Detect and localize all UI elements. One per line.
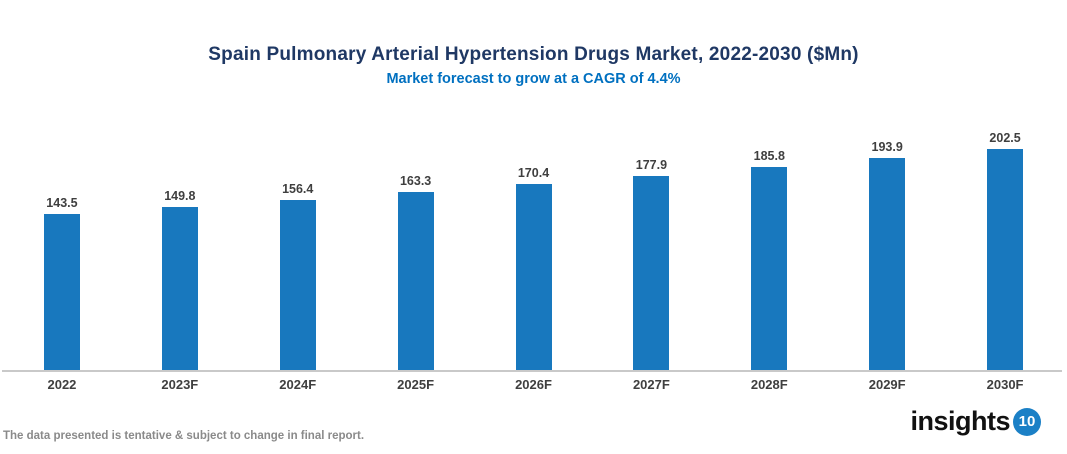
insights10-logo: insights 10 xyxy=(910,406,1041,437)
x-axis-tick-label: 2029F xyxy=(868,377,906,392)
bar-column: 202.5 xyxy=(946,131,1064,371)
logo-text: insights xyxy=(910,406,1010,436)
disclaimer-text: The data presented is tentative & subjec… xyxy=(3,430,365,442)
bar xyxy=(987,149,1024,371)
x-axis-tick-label: 2026F xyxy=(515,377,552,392)
bar-column: 149.8 xyxy=(121,189,239,371)
bar xyxy=(397,192,434,371)
bar-value-label: 202.5 xyxy=(989,131,1021,145)
chart-title: Spain Pulmonary Arterial Hypertension Dr… xyxy=(208,44,859,65)
bar-value-label: 149.8 xyxy=(164,188,196,203)
bar-value-label: 193.9 xyxy=(871,140,903,155)
x-axis-tick-label: 2030F xyxy=(986,377,1024,392)
bar-value-label: 156.4 xyxy=(282,181,314,196)
x-axis-line xyxy=(2,370,1062,372)
bar-column: 163.3 xyxy=(357,174,475,371)
logo-badge-circle: 10 xyxy=(1013,407,1041,436)
x-axis-tick-label: 2023F xyxy=(161,377,199,392)
bar-column: 193.9 xyxy=(828,140,946,371)
bar-column: 177.9 xyxy=(592,158,710,371)
bar xyxy=(869,158,906,371)
bar-plot-area: 143.5 149.8 156.4 163.3 170.4 177.9 185.8 193.9… xyxy=(3,126,1064,371)
x-axis-tick-label: 2024F xyxy=(279,377,317,392)
bar-value-label: 163.3 xyxy=(399,174,432,188)
bar xyxy=(633,176,670,371)
bar-value-label: 143.5 xyxy=(46,195,78,210)
x-axis-labels: 2022 2023F 2024F 2025F 2026F 2027F 2028F 2029F 2… xyxy=(3,377,1064,392)
x-axis-tick-label: 2022 xyxy=(47,377,77,392)
x-axis-tick-label: 2027F xyxy=(632,377,670,392)
bar-value-label: 177.9 xyxy=(635,158,668,172)
bar xyxy=(751,167,788,371)
bar xyxy=(43,213,80,371)
bar-column: 170.4 xyxy=(475,166,593,371)
chart-subtitle: Market forecast to grow at a CAGR of 4.4… xyxy=(386,71,681,87)
bar-column: 156.4 xyxy=(239,181,357,371)
bar xyxy=(161,206,198,371)
x-axis-tick-label: 2028F xyxy=(750,377,788,392)
bar xyxy=(515,184,552,371)
bar xyxy=(279,199,316,371)
bar-column: 185.8 xyxy=(710,149,828,371)
bar-value-label: 185.8 xyxy=(753,149,785,164)
bar-value-label: 170.4 xyxy=(517,166,550,181)
x-axis-tick-label: 2025F xyxy=(397,377,435,392)
bar-column: 143.5 xyxy=(3,196,121,371)
